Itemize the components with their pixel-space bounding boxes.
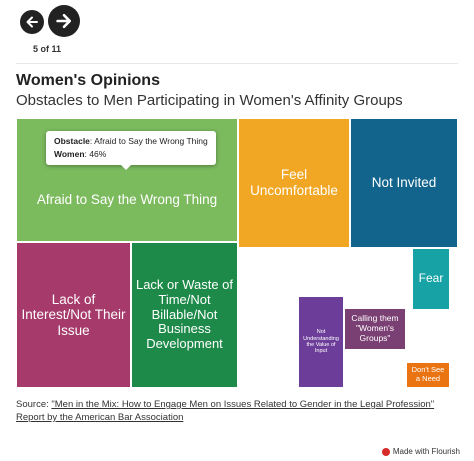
source-link[interactable]: "Men in the Mix: How to Engage Men on Is…: [16, 399, 435, 423]
arrow-left-icon: [26, 16, 38, 28]
tooltip: Obstacle: Afraid to Say the Wrong Thing …: [46, 131, 216, 165]
tooltip-key-obstacle: Obstacle: [54, 136, 90, 146]
tooltip-value-women: 46%: [89, 148, 107, 159]
tile-feel-uncomfortable[interactable]: Feel Uncomfortable: [238, 118, 350, 248]
chart-title: Women's Opinions: [16, 72, 160, 89]
tile-calling-them-womens-groups[interactable]: Calling them "Women's Groups": [344, 308, 406, 350]
tile-lack-of-interest[interactable]: Lack of Interest/Not Their Issue: [16, 242, 131, 388]
tooltip-key-women: Women: [54, 148, 85, 159]
tile-label: Feel Uncomfortable: [250, 167, 338, 198]
tile-lack-or-waste-of-time[interactable]: Lack or Waste of Time/Not Billable/Not B…: [131, 242, 238, 388]
tooltip-value-obstacle: Afraid to Say the Wrong Thing: [94, 136, 208, 146]
tooltip-arrow: [120, 164, 132, 170]
tile-dont-see-a-need[interactable]: Don't See a Need: [406, 362, 450, 388]
tile-not-invited[interactable]: Not Invited: [350, 118, 458, 248]
flourish-logo-icon: [381, 447, 390, 456]
tile-label: Calling them "Women's Groups": [351, 313, 399, 343]
tile-not-understanding-value[interactable]: Not Understanding the Value of Input: [298, 296, 344, 388]
tile-label: Don't See a Need: [411, 365, 445, 383]
next-button[interactable]: [48, 5, 80, 37]
tile-label: Fear: [418, 271, 444, 286]
source-note: Source: "Men in the Mix: How to Engage M…: [16, 399, 446, 425]
treemap-chart: Afraid to Say the Wrong Thing Lack of Int…: [16, 118, 458, 388]
made-with-flourish-link[interactable]: Made with Flourish: [381, 447, 460, 456]
tile-fear[interactable]: Fear: [412, 248, 450, 310]
chart-subtitle: Obstacles to Men Participating in Women'…: [16, 92, 403, 109]
tile-label: Not Understanding the Value of Input: [303, 329, 339, 355]
slide-counter: 5 of 11: [33, 44, 62, 54]
divider: [16, 63, 458, 64]
previous-button[interactable]: [20, 10, 44, 34]
tile-label: Afraid to Say the Wrong Thing: [36, 192, 218, 208]
tile-label: Lack or Waste of Time/Not Billable/Not B…: [135, 276, 234, 352]
made-with-flourish-label: Made with Flourish: [392, 447, 460, 456]
tile-label: Not Invited: [371, 175, 437, 191]
arrow-right-icon: [56, 13, 72, 29]
source-prefix: Source:: [16, 399, 52, 410]
tile-label: Lack of Interest/Not Their Issue: [21, 291, 126, 338]
